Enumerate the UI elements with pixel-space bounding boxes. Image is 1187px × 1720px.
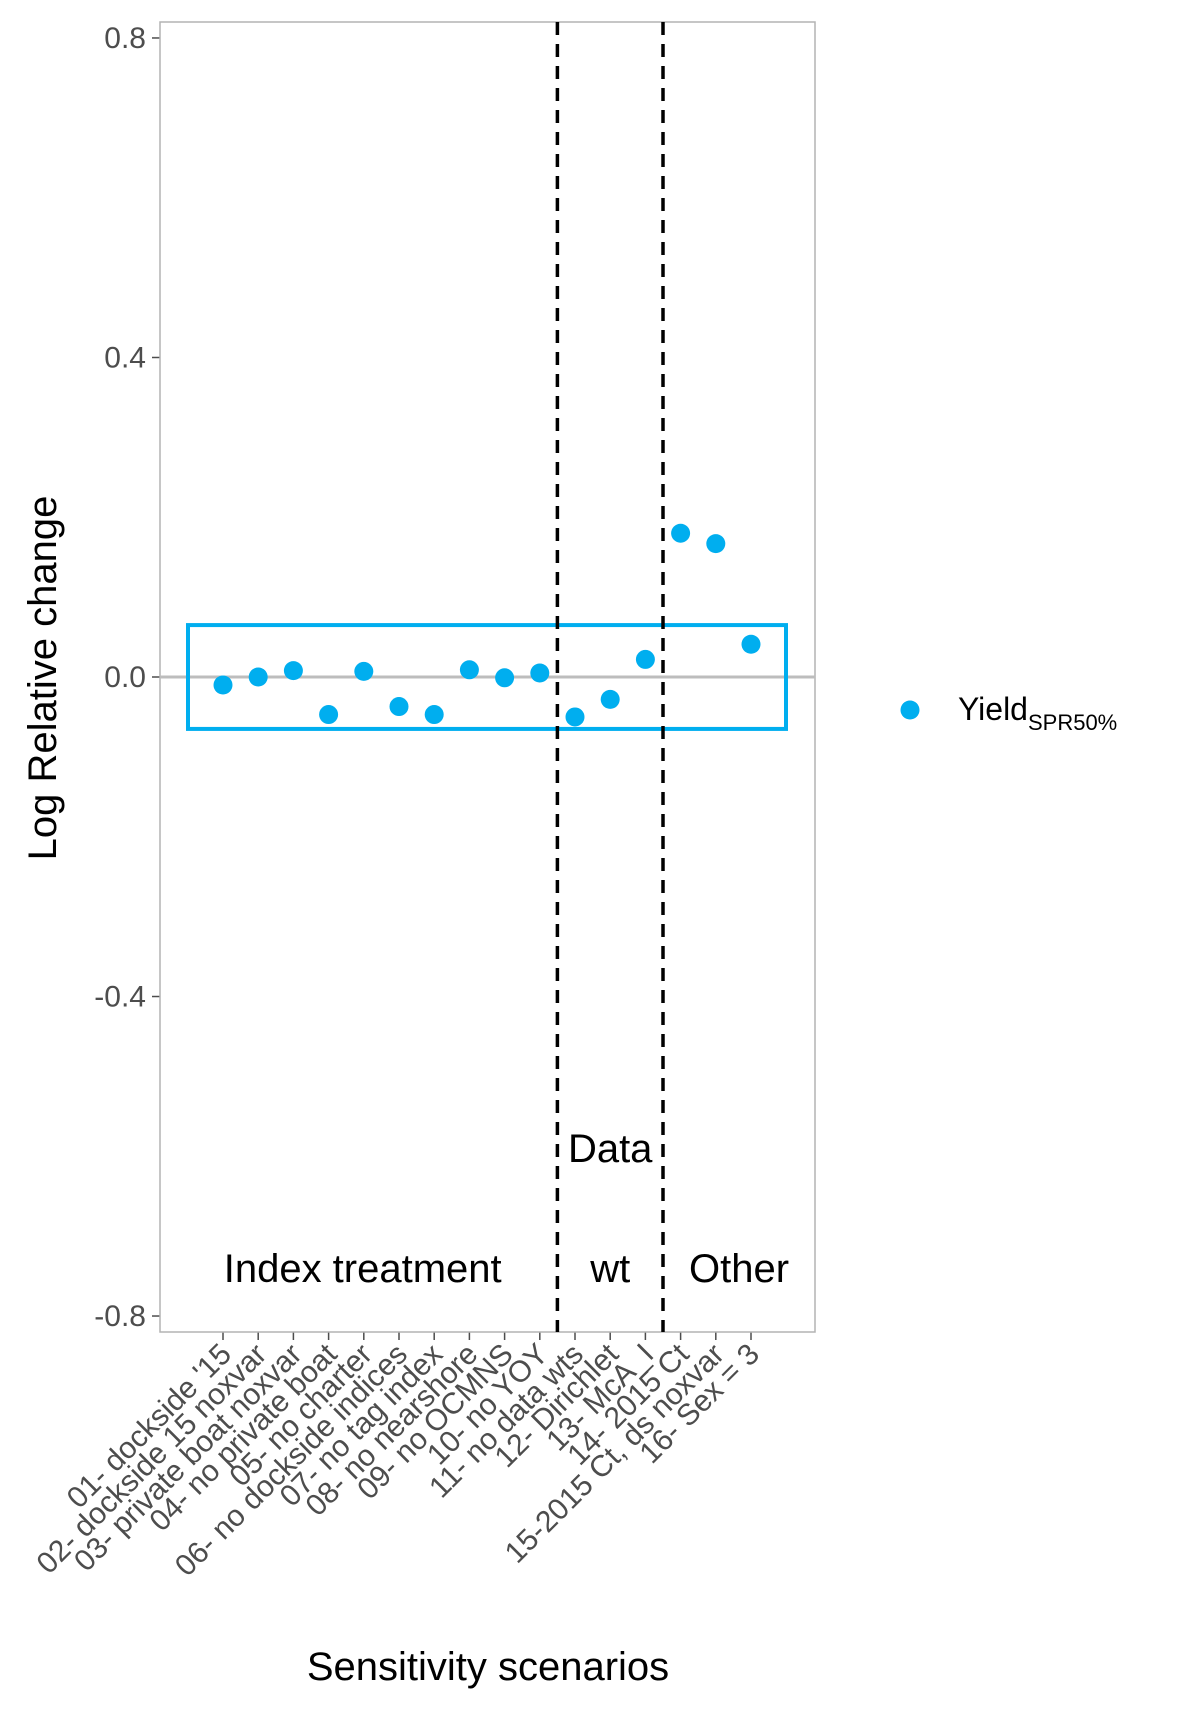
- data-point: [319, 705, 339, 725]
- data-point: [565, 707, 585, 727]
- data-point: [459, 660, 479, 680]
- data-point: [424, 705, 444, 725]
- data-point: [354, 661, 374, 681]
- data-point: [389, 697, 409, 717]
- data-point: [741, 634, 761, 654]
- data-point: [495, 668, 515, 688]
- legend-label-main: Yield: [958, 691, 1028, 727]
- legend-label: YieldSPR50%: [958, 691, 1117, 735]
- x-axis-title: Sensitivity scenarios: [307, 1645, 669, 1689]
- region-label-data: Data: [568, 1127, 653, 1171]
- plot-area: Index treatment Data wt Other: [159, 21, 816, 1333]
- region-label-index-treatment: Index treatment: [224, 1247, 502, 1291]
- data-point: [706, 534, 726, 554]
- y-tick-label: 0.0: [104, 661, 146, 694]
- data-point: [530, 663, 550, 683]
- highlight-box: [186, 623, 788, 731]
- region-label-other: Other: [689, 1247, 789, 1291]
- y-tick-label: -0.8: [94, 1300, 146, 1333]
- data-point: [283, 661, 303, 681]
- legend-label-subscript: SPR50%: [1028, 710, 1117, 735]
- y-axis: 0.8 0.4 0.0 -0.4 -0.8: [94, 22, 160, 1333]
- legend-marker: [900, 700, 920, 720]
- y-axis-title: Log Relative change: [21, 496, 65, 861]
- legend: YieldSPR50%: [900, 691, 1117, 735]
- data-point: [635, 649, 655, 669]
- y-tick-label: -0.4: [94, 981, 146, 1014]
- y-tick-label: 0.8: [104, 22, 146, 55]
- data-point: [248, 667, 268, 687]
- data-point: [671, 523, 691, 543]
- region-label-wt: wt: [589, 1247, 630, 1291]
- data-point: [213, 675, 233, 695]
- y-tick-label: 0.4: [104, 341, 146, 374]
- data-point: [600, 689, 620, 709]
